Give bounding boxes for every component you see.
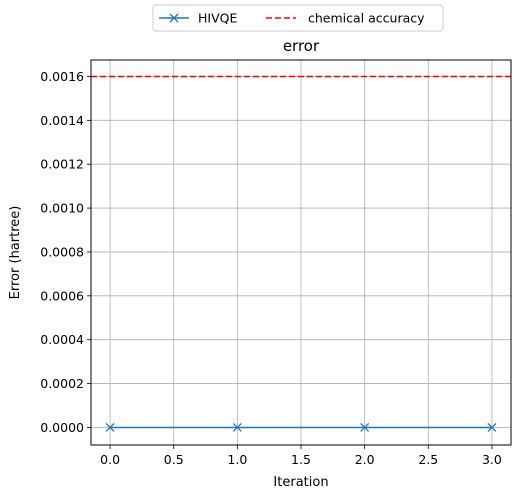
y-tick-label: 0.0004 <box>40 332 84 347</box>
legend: HIVQE chemical accuracy <box>153 5 443 31</box>
x-tick-label: 0.0 <box>100 452 120 467</box>
y-tick-label: 0.0000 <box>40 420 84 435</box>
y-tick-label: 0.0002 <box>40 376 84 391</box>
y-tick-label: 0.0010 <box>40 201 84 216</box>
x-axis-label: Iteration <box>273 475 328 490</box>
x-tick-label: 0.5 <box>164 452 184 467</box>
x-tick-label: 1.5 <box>291 452 311 467</box>
legend-label-chemical-accuracy: chemical accuracy <box>308 11 425 26</box>
x-tick-label: 2.0 <box>355 452 375 467</box>
y-tick-label: 0.0014 <box>40 113 84 128</box>
grid-lines <box>91 60 511 445</box>
axis-ticks: 0.0 0.5 1.0 1.5 2.0 2.5 3.0 0.0000 0.0002 0.0004 0… <box>40 69 502 467</box>
y-tick-label: 0.0006 <box>40 288 84 303</box>
y-tick-label: 0.0016 <box>40 69 84 84</box>
x-tick-label: 2.5 <box>418 452 438 467</box>
x-tick-label: 1.0 <box>227 452 247 467</box>
y-tick-label: 0.0008 <box>40 244 84 259</box>
legend-label-hivqe: HIVQE <box>198 11 237 26</box>
y-axis-label: Error (hartree) <box>8 206 23 300</box>
y-tick-label: 0.0012 <box>40 157 84 172</box>
x-tick-label: 3.0 <box>482 452 502 467</box>
chart-title: error <box>283 37 320 55</box>
